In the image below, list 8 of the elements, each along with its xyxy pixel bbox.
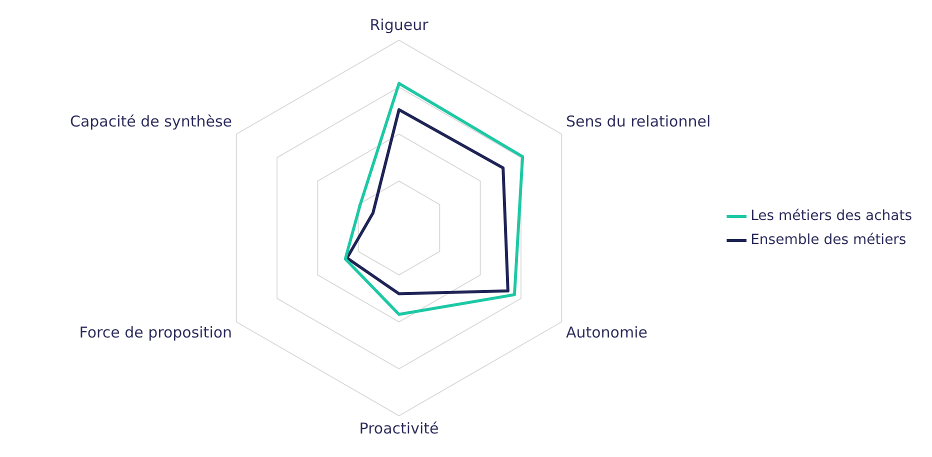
spoke-label: Autonomie — [566, 323, 648, 342]
spoke-label: Sens du relationnel — [566, 112, 711, 130]
spoke-label: Proactivité — [359, 420, 439, 438]
legend-label: Les métiers des achats — [750, 208, 912, 224]
spoke-label: Rigueur — [370, 16, 430, 34]
spoke-label: Capacité de synthèse — [70, 112, 232, 130]
spoke-label: Force de proposition — [79, 323, 232, 342]
legend-label: Ensemble des métiers — [750, 232, 906, 248]
